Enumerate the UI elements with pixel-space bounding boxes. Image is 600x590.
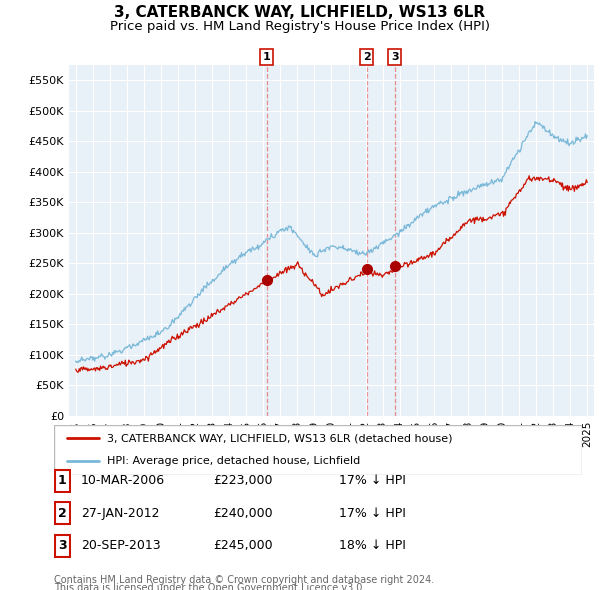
Text: 2: 2	[363, 52, 371, 62]
Text: This data is licensed under the Open Government Licence v3.0.: This data is licensed under the Open Gov…	[54, 583, 365, 590]
Text: 10-MAR-2006: 10-MAR-2006	[81, 474, 165, 487]
Text: 3, CATERBANCK WAY, LICHFIELD, WS13 6LR: 3, CATERBANCK WAY, LICHFIELD, WS13 6LR	[115, 5, 485, 19]
Text: £245,000: £245,000	[213, 539, 272, 552]
Text: Contains HM Land Registry data © Crown copyright and database right 2024.: Contains HM Land Registry data © Crown c…	[54, 575, 434, 585]
Text: 18% ↓ HPI: 18% ↓ HPI	[339, 539, 406, 552]
Text: £223,000: £223,000	[213, 474, 272, 487]
Text: 20-SEP-2013: 20-SEP-2013	[81, 539, 161, 552]
Text: 1: 1	[263, 52, 271, 62]
Text: 1: 1	[58, 474, 67, 487]
Text: 17% ↓ HPI: 17% ↓ HPI	[339, 507, 406, 520]
Text: 3: 3	[58, 539, 67, 552]
Text: HPI: Average price, detached house, Lichfield: HPI: Average price, detached house, Lich…	[107, 457, 360, 467]
Text: 27-JAN-2012: 27-JAN-2012	[81, 507, 160, 520]
Text: £240,000: £240,000	[213, 507, 272, 520]
Text: Price paid vs. HM Land Registry's House Price Index (HPI): Price paid vs. HM Land Registry's House …	[110, 20, 490, 33]
Text: 3, CATERBANCK WAY, LICHFIELD, WS13 6LR (detached house): 3, CATERBANCK WAY, LICHFIELD, WS13 6LR (…	[107, 433, 452, 443]
Text: 3: 3	[391, 52, 399, 62]
Text: 17% ↓ HPI: 17% ↓ HPI	[339, 474, 406, 487]
Text: 2: 2	[58, 507, 67, 520]
